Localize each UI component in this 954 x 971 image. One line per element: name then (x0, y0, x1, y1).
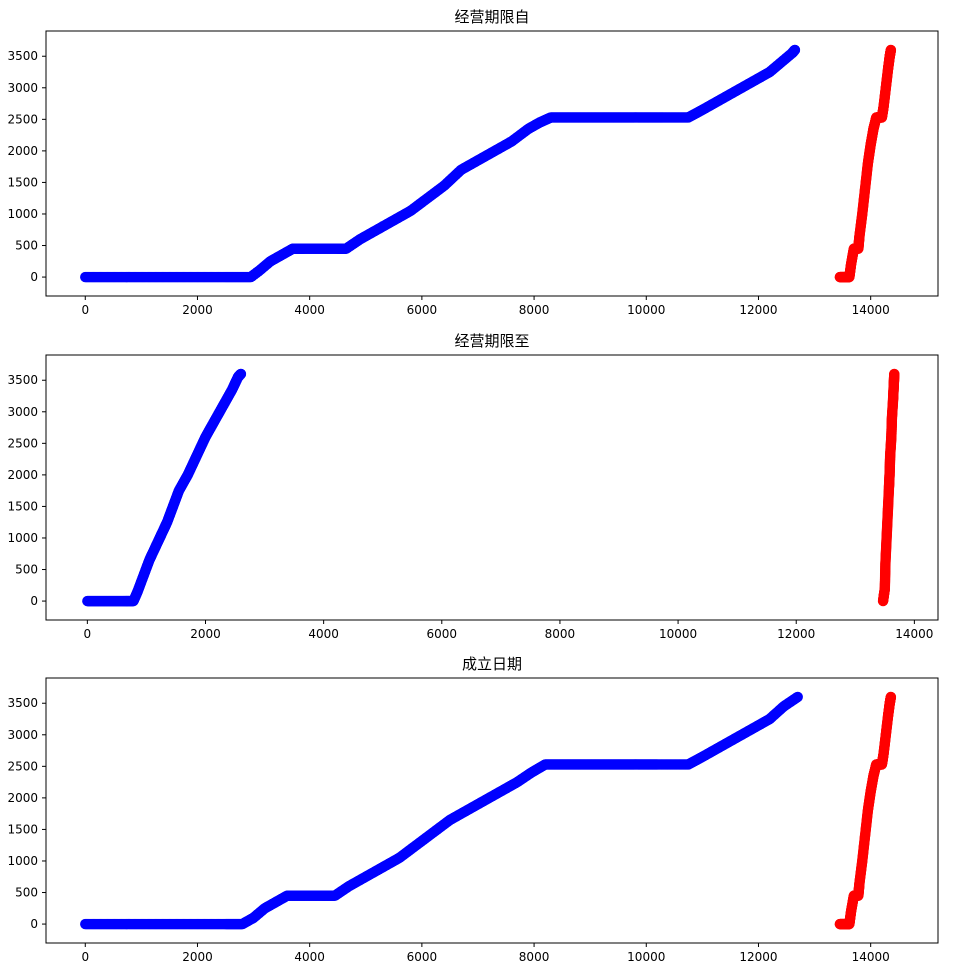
y-tick-label: 1500 (7, 822, 38, 836)
y-tick-label: 500 (15, 563, 38, 577)
chart-title: 经营期限至 (454, 332, 529, 350)
y-tick-label: 3000 (7, 728, 38, 742)
chart-title: 成立日期 (462, 655, 522, 673)
chart-panel-2: 经营期限至 0 2000 4000 6000 8000 10000 12000 14000 0 50… (7, 332, 939, 641)
chart-panel-3: 成立日期 0 2000 4000 6000 8000 10000 12000 14000 0 500… (7, 655, 939, 964)
y-tick-label: 3500 (7, 696, 38, 710)
axes-frame (45, 677, 939, 944)
series-1 (82, 368, 247, 607)
x-tick-label: 10000 (627, 950, 665, 964)
series-2 (877, 368, 900, 607)
y-tick-label: 0 (30, 270, 38, 284)
data-point (885, 691, 897, 703)
x-tick-label: 0 (84, 627, 92, 641)
x-tick-label: 2000 (190, 627, 221, 641)
y-tick-label: 1000 (7, 854, 38, 868)
series-1 (80, 691, 803, 930)
x-tick-label: 4000 (294, 303, 325, 317)
x-tick-label: 6000 (407, 950, 438, 964)
y-tick-label: 2000 (7, 144, 38, 158)
y-tick-label: 1500 (7, 175, 38, 189)
x-tick-label: 4000 (308, 627, 339, 641)
x-tick-label: 12000 (739, 950, 777, 964)
x-tick-label: 12000 (739, 303, 777, 317)
y-tick-label: 500 (15, 239, 38, 253)
y-tick-label: 1000 (7, 531, 38, 545)
data-point (235, 368, 247, 380)
y-tick-label: 3000 (7, 405, 38, 419)
x-tick-label: 10000 (659, 627, 697, 641)
x-tick-label: 8000 (545, 627, 576, 641)
series-1 (80, 44, 801, 283)
x-tick-label: 14000 (852, 303, 890, 317)
chart-title: 经营期限自 (454, 8, 529, 26)
x-tick-label: 2000 (182, 950, 213, 964)
data-point (889, 368, 900, 380)
axes-frame (45, 30, 939, 297)
y-tick-label: 3500 (7, 373, 38, 387)
x-tick-label: 8000 (519, 950, 550, 964)
y-tick-label: 2500 (7, 436, 38, 450)
x-tick-label: 8000 (519, 303, 550, 317)
y-tick-label: 3500 (7, 49, 38, 63)
x-tick-label: 0 (81, 950, 89, 964)
axes-frame (45, 354, 939, 621)
data-point (885, 44, 897, 56)
data-point (792, 691, 803, 703)
series-2 (834, 44, 897, 283)
y-tick-label: 2500 (7, 759, 38, 773)
x-tick-label: 4000 (294, 950, 325, 964)
chart-panel-1: 经营期限自 0 2000 4000 6000 8000 10000 12000 14000 0 50… (7, 8, 939, 317)
data-point (789, 44, 801, 56)
y-tick-label: 2000 (7, 791, 38, 805)
y-tick-label: 0 (30, 917, 38, 931)
y-tick-label: 3000 (7, 81, 38, 95)
series-2 (834, 691, 897, 930)
x-tick-label: 10000 (627, 303, 665, 317)
y-tick-label: 1500 (7, 499, 38, 513)
x-tick-label: 12000 (777, 627, 815, 641)
y-tick-label: 0 (30, 594, 38, 608)
y-tick-label: 2500 (7, 112, 38, 126)
x-tick-label: 14000 (895, 627, 933, 641)
y-tick-label: 1000 (7, 207, 38, 221)
x-tick-label: 14000 (852, 950, 890, 964)
x-tick-label: 6000 (427, 627, 458, 641)
y-tick-label: 500 (15, 886, 38, 900)
x-tick-label: 6000 (407, 303, 438, 317)
y-tick-label: 2000 (7, 468, 38, 482)
x-tick-label: 0 (81, 303, 89, 317)
x-tick-label: 2000 (182, 303, 213, 317)
